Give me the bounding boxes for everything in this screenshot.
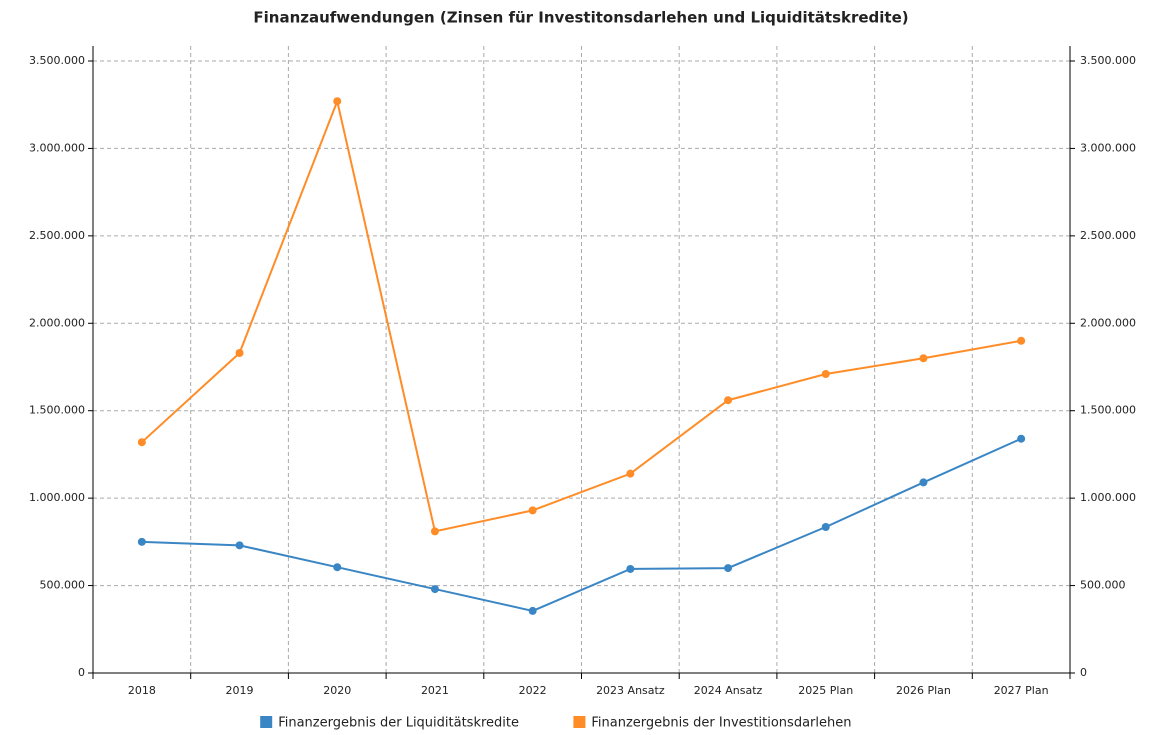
- x-tick-label: 2021: [421, 684, 449, 697]
- data-point: [821, 522, 830, 531]
- series-line: [141, 437, 1022, 612]
- y2-tick-label: 2.000.000: [1080, 316, 1136, 329]
- y2-tick-label: 3.000.000: [1080, 141, 1136, 154]
- x-tick-label: 2026 Plan: [896, 684, 951, 697]
- data-point: [430, 585, 439, 594]
- y2-tick-label: 0: [1080, 666, 1087, 679]
- y2-tick-label: 3.500.000: [1080, 54, 1136, 67]
- y2-tick-label: 2.500.000: [1080, 229, 1136, 242]
- y-tick-label: 2.500.000: [29, 229, 85, 242]
- data-point: [235, 349, 244, 358]
- y2-tick-label: 500.000: [1080, 579, 1126, 592]
- data-point: [626, 564, 635, 573]
- data-point: [821, 369, 830, 378]
- legend-swatch: [260, 716, 273, 728]
- series-line: [141, 97, 1022, 533]
- y-tick-label: 1.000.000: [29, 491, 85, 504]
- chart-title: Finanzaufwendungen (Zinsen für Investito…: [253, 9, 908, 27]
- data-point: [919, 478, 928, 487]
- legend-label: Finanzergebnis der Investitionsdarlehen: [591, 716, 851, 731]
- y2-tick-label: 1.500.000: [1080, 404, 1136, 417]
- x-tick-label: 2023 Ansatz: [596, 684, 665, 697]
- data-point: [1017, 336, 1026, 345]
- y-tick-label: 1.500.000: [29, 404, 85, 417]
- y-tick-label: 3.000.000: [29, 141, 85, 154]
- y2-tick-label: 1.000.000: [1080, 491, 1136, 504]
- y-tick-label: 0: [78, 666, 85, 679]
- data-point: [333, 563, 342, 572]
- data-point: [430, 527, 439, 536]
- data-point: [333, 97, 342, 106]
- x-tick-label: 2018: [128, 684, 156, 697]
- x-tick-label: 2020: [323, 684, 351, 697]
- y-tick-label: 2.000.000: [29, 316, 85, 329]
- data-point: [137, 537, 146, 546]
- x-tick-label: 2022: [519, 684, 547, 697]
- data-point: [137, 438, 146, 447]
- data-point: [919, 354, 928, 363]
- data-point: [626, 469, 635, 478]
- x-tick-label: 2024 Ansatz: [694, 684, 763, 697]
- x-tick-label: 2019: [226, 684, 254, 697]
- y-tick-label: 3.500.000: [29, 54, 85, 67]
- x-tick-label: 2025 Plan: [798, 684, 853, 697]
- x-tick-label: 2027 Plan: [994, 684, 1049, 697]
- data-point: [724, 396, 733, 405]
- data-point: [528, 506, 537, 515]
- data-point: [724, 564, 733, 573]
- data-point: [235, 541, 244, 550]
- legend-label: Finanzergebnis der Liquiditätskredite: [278, 716, 519, 731]
- data-point: [1017, 434, 1026, 443]
- legend-swatch: [573, 716, 586, 728]
- data-point: [528, 606, 537, 615]
- y-tick-label: 500.000: [40, 579, 86, 592]
